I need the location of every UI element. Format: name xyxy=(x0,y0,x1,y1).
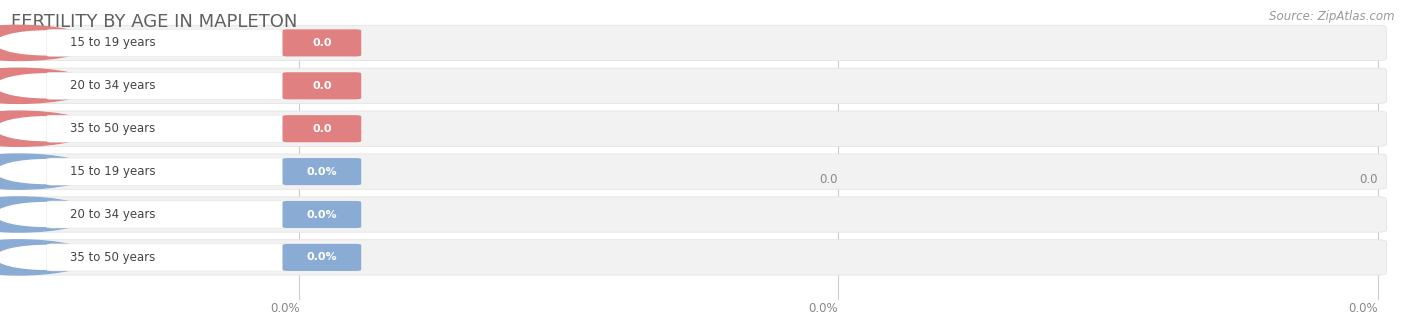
Circle shape xyxy=(0,25,93,60)
FancyBboxPatch shape xyxy=(283,244,361,271)
Text: FERTILITY BY AGE IN MAPLETON: FERTILITY BY AGE IN MAPLETON xyxy=(11,13,298,31)
Text: 0.0%: 0.0% xyxy=(270,302,299,315)
Text: 35 to 50 years: 35 to 50 years xyxy=(70,251,156,264)
FancyBboxPatch shape xyxy=(0,154,1386,189)
Text: 0.0: 0.0 xyxy=(281,173,299,186)
Circle shape xyxy=(0,117,97,141)
Text: Source: ZipAtlas.com: Source: ZipAtlas.com xyxy=(1270,10,1395,23)
FancyBboxPatch shape xyxy=(283,201,361,228)
Text: 0.0%: 0.0% xyxy=(808,302,838,315)
Text: 0.0%: 0.0% xyxy=(307,210,337,219)
Circle shape xyxy=(0,74,97,98)
Circle shape xyxy=(0,240,93,275)
Text: 0.0: 0.0 xyxy=(1360,173,1378,186)
Circle shape xyxy=(0,203,97,226)
Text: 20 to 34 years: 20 to 34 years xyxy=(70,79,156,92)
FancyBboxPatch shape xyxy=(46,72,290,99)
FancyBboxPatch shape xyxy=(46,201,290,228)
Circle shape xyxy=(0,31,97,55)
FancyBboxPatch shape xyxy=(0,197,1386,232)
Text: 0.0%: 0.0% xyxy=(307,167,337,177)
FancyBboxPatch shape xyxy=(0,111,1386,147)
Circle shape xyxy=(0,154,93,189)
FancyBboxPatch shape xyxy=(0,68,1386,104)
Circle shape xyxy=(0,197,93,232)
Text: 0.0: 0.0 xyxy=(312,124,332,134)
Text: 0.0%: 0.0% xyxy=(307,252,337,262)
Circle shape xyxy=(0,246,97,269)
Text: 0.0: 0.0 xyxy=(312,81,332,91)
FancyBboxPatch shape xyxy=(283,29,361,56)
Text: 0.0: 0.0 xyxy=(820,173,838,186)
FancyBboxPatch shape xyxy=(0,240,1386,275)
FancyBboxPatch shape xyxy=(46,115,290,142)
Text: 15 to 19 years: 15 to 19 years xyxy=(70,36,156,49)
FancyBboxPatch shape xyxy=(283,72,361,99)
FancyBboxPatch shape xyxy=(46,158,290,185)
FancyBboxPatch shape xyxy=(283,158,361,185)
FancyBboxPatch shape xyxy=(46,29,290,56)
Text: 0.0: 0.0 xyxy=(312,38,332,48)
Circle shape xyxy=(0,111,93,146)
FancyBboxPatch shape xyxy=(283,115,361,142)
Circle shape xyxy=(0,68,93,103)
Circle shape xyxy=(0,160,97,183)
Text: 0.0%: 0.0% xyxy=(1348,302,1378,315)
Text: 15 to 19 years: 15 to 19 years xyxy=(70,165,156,178)
FancyBboxPatch shape xyxy=(0,25,1386,61)
Text: 35 to 50 years: 35 to 50 years xyxy=(70,122,156,135)
FancyBboxPatch shape xyxy=(46,244,290,271)
Text: 20 to 34 years: 20 to 34 years xyxy=(70,208,156,221)
